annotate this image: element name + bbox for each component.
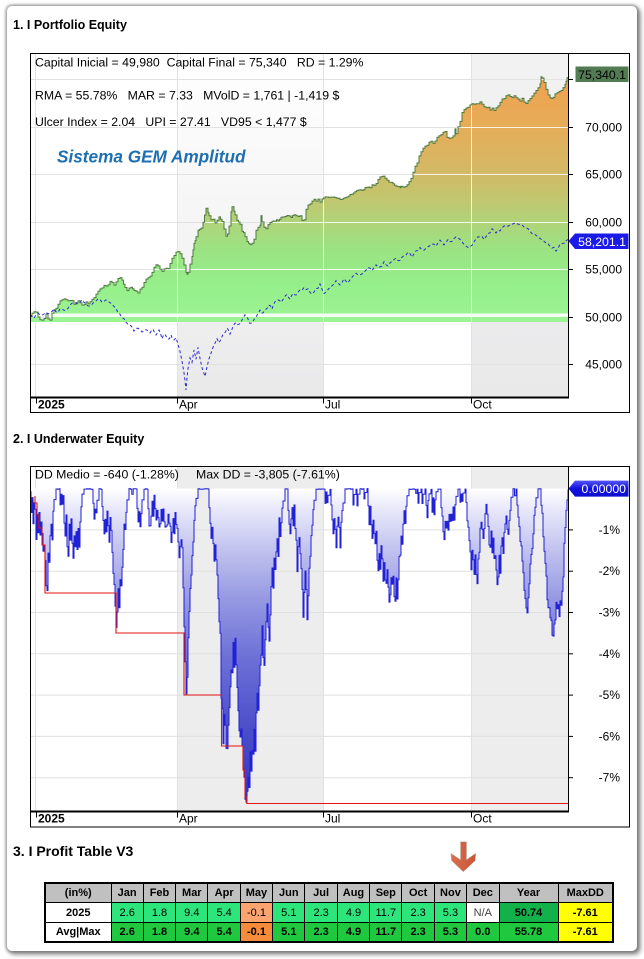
- svg-text:70,000: 70,000: [585, 121, 622, 135]
- svg-text:75,340.1: 75,340.1: [578, 68, 626, 82]
- svg-text:0.00000: 0.00000: [582, 482, 627, 496]
- svg-text:-7%: -7%: [599, 771, 621, 785]
- svg-text:2025: 2025: [38, 812, 65, 826]
- svg-text:-6%: -6%: [599, 729, 621, 743]
- svg-text:65,000: 65,000: [585, 168, 622, 182]
- svg-text:-5%: -5%: [599, 688, 621, 702]
- svg-text:Apr: Apr: [179, 812, 198, 826]
- svg-text:Capital Inicial = 49,980 Capi: Capital Inicial = 49,980 Capital Final =…: [35, 56, 364, 70]
- svg-text:Jul: Jul: [325, 812, 340, 826]
- svg-text:Oct: Oct: [473, 398, 492, 412]
- svg-text:-4%: -4%: [599, 647, 621, 661]
- svg-text:RMA = 55.78% MAR = 7.33 MV: RMA = 55.78% MAR = 7.33 MVolD = 1,761 | …: [35, 89, 339, 103]
- svg-text:Ulcer Index = 2.04 UPI = 27.: Ulcer Index = 2.04 UPI = 27.41 VD95 < 1,…: [35, 115, 307, 129]
- svg-text:-1%: -1%: [599, 523, 621, 537]
- svg-text:-2%: -2%: [599, 564, 621, 578]
- svg-text:55,000: 55,000: [585, 263, 622, 277]
- svg-text:Oct: Oct: [473, 812, 492, 826]
- svg-text:-3%: -3%: [599, 606, 621, 620]
- svg-text:Apr: Apr: [179, 398, 198, 412]
- svg-text:58,201.1: 58,201.1: [578, 235, 626, 249]
- svg-text:DD Medio = -640 (-1.28%) M: DD Medio = -640 (-1.28%) Max DD = -3,805…: [35, 468, 340, 482]
- svg-text:Jul: Jul: [325, 398, 340, 412]
- svg-text:2025: 2025: [38, 398, 65, 412]
- svg-text:45,000: 45,000: [585, 358, 622, 372]
- svg-text:50,000: 50,000: [585, 311, 622, 325]
- svg-text:Sistema GEM Amplitud: Sistema GEM Amplitud: [57, 147, 246, 167]
- svg-text:60,000: 60,000: [585, 216, 622, 230]
